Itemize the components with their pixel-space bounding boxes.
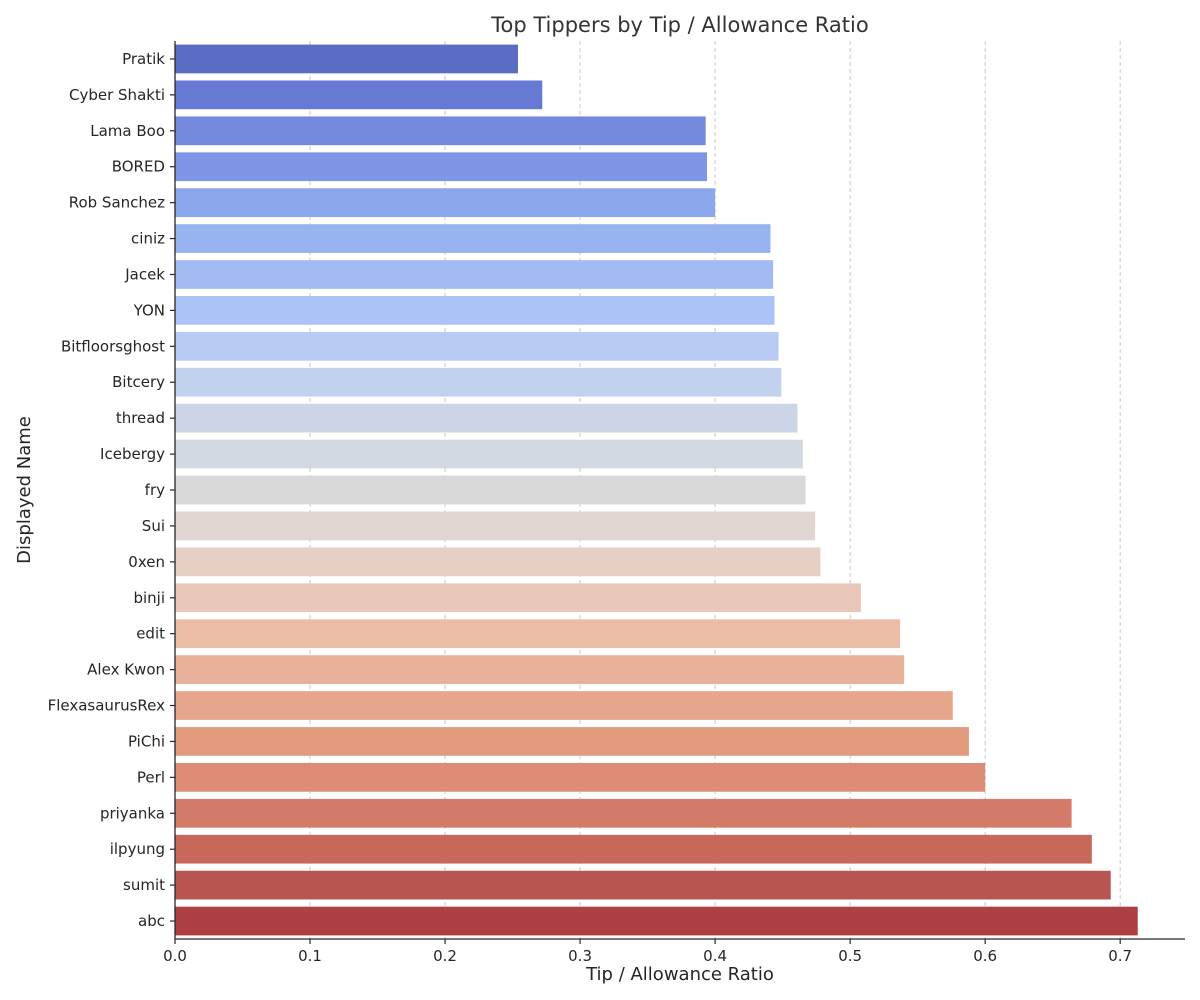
- category-label-14: 0xen: [128, 553, 165, 571]
- y-axis-label: Displayed Name: [14, 416, 35, 564]
- category-label-18: FlexasaurusRex: [48, 697, 166, 715]
- bar-4: [175, 188, 716, 218]
- category-label-1: Cyber Shakti: [69, 86, 165, 104]
- bar-14: [175, 547, 821, 577]
- bar-6: [175, 260, 774, 289]
- bar-19: [175, 727, 969, 756]
- category-label-2: Lama Boo: [90, 122, 165, 140]
- y-axis: Pratik Cyber Shakti Lama Boo BORED Rob Sanch…: [48, 41, 176, 939]
- category-label-6: Jacek: [124, 265, 165, 283]
- bar-24: [175, 906, 1138, 936]
- x-tick-label-7: 0.7: [1108, 947, 1132, 965]
- bars: [175, 44, 1138, 936]
- bar-7: [175, 296, 775, 325]
- x-tick-label-6: 0.6: [973, 947, 997, 965]
- bar-11: [175, 439, 803, 469]
- bar-23: [175, 870, 1111, 900]
- x-axis: 0.0 0.1 0.2 0.3 0.4 0.5 0.6 0.7: [163, 938, 1185, 965]
- category-label-5: ciniz: [131, 230, 165, 248]
- category-label-16: edit: [136, 625, 165, 643]
- x-tick-label-0: 0.0: [163, 947, 187, 965]
- category-label-24: abc: [138, 912, 165, 930]
- category-label-23: sumit: [123, 876, 165, 894]
- x-tick-label-4: 0.4: [703, 947, 727, 965]
- bar-21: [175, 798, 1072, 828]
- bar-8: [175, 331, 779, 361]
- x-axis-label: Tip / Allowance Ratio: [585, 964, 774, 985]
- bar-0: [175, 44, 518, 74]
- x-tick-label-5: 0.5: [838, 947, 862, 965]
- bar-17: [175, 655, 905, 684]
- category-label-21: priyanka: [100, 804, 165, 822]
- bar-16: [175, 619, 901, 649]
- category-label-0: Pratik: [122, 50, 165, 68]
- category-label-4: Rob Sanchez: [69, 194, 165, 212]
- bar-1: [175, 80, 543, 110]
- bar-12: [175, 475, 806, 505]
- category-label-11: Icebergy: [100, 445, 165, 463]
- x-tick-label-3: 0.3: [568, 947, 592, 965]
- category-label-12: fry: [145, 481, 165, 499]
- x-tick-label-1: 0.1: [298, 947, 322, 965]
- category-label-20: Perl: [137, 768, 165, 786]
- category-label-7: YON: [133, 301, 165, 319]
- category-label-19: PiChi: [128, 732, 165, 750]
- bar-15: [175, 583, 861, 613]
- bar-13: [175, 511, 816, 541]
- category-label-13: Sui: [142, 517, 165, 535]
- category-label-15: binji: [133, 589, 165, 607]
- bar-22: [175, 834, 1092, 864]
- category-label-17: Alex Kwon: [87, 661, 165, 679]
- x-tick-label-2: 0.2: [433, 947, 457, 965]
- bar-2: [175, 116, 706, 146]
- chart-title: Top Tippers by Tip / Allowance Ratio: [490, 13, 868, 37]
- category-label-3: BORED: [112, 158, 165, 176]
- bar-5: [175, 224, 771, 253]
- category-label-22: ilpyung: [110, 840, 165, 858]
- category-label-9: Bitcery: [112, 373, 165, 391]
- bar-10: [175, 403, 798, 433]
- bar-20: [175, 762, 986, 792]
- bar-3: [175, 152, 708, 182]
- category-label-8: Bitfloorsghost: [61, 337, 165, 355]
- category-label-10: thread: [116, 409, 165, 427]
- bar-9: [175, 367, 782, 397]
- bar-18: [175, 691, 953, 720]
